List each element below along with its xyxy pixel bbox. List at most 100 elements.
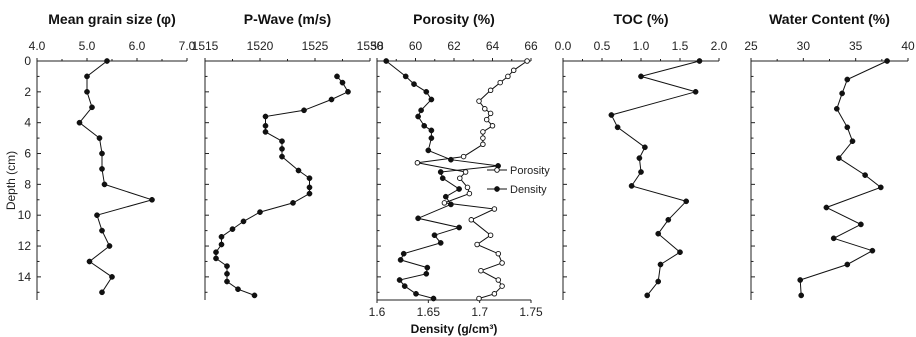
data-point [213,255,219,262]
data-point [89,104,95,111]
data-point [218,233,225,240]
panel-title: TOC (%) [614,11,669,27]
series-line [799,60,888,296]
y-tick-label: 0 [24,54,31,68]
data-point [383,58,390,64]
data-point-open [474,241,480,248]
data-point [94,212,100,219]
data-point [456,186,462,192]
data-point [99,150,105,157]
data-point [418,107,424,114]
data-point [290,200,296,206]
data-point [657,261,664,268]
series-line [78,60,154,293]
data-point-open [441,200,448,206]
data-point [696,58,703,64]
data-point [423,88,430,95]
data-point [448,156,454,163]
data-point-open [480,129,486,135]
x-tick-label: 0.0 [555,39,572,53]
data-point-open [478,267,484,274]
x-tick-label: 1.0 [633,39,650,53]
data-point [279,138,285,145]
data-point-open [495,277,502,283]
x-tick-label: 4.0 [29,39,46,53]
x2-tick-label: 1.75 [519,305,543,319]
y-tick-label: 6 [24,147,31,161]
data-point [677,249,683,256]
data-point [862,172,868,178]
data-point [836,155,842,161]
x-tick-label: 1525 [302,39,329,53]
data-point [99,289,105,296]
data-point-open [491,206,498,212]
data-point [413,290,419,297]
data-point [339,79,346,86]
x-tick-label: 1.5 [672,39,689,53]
data-point [858,221,864,228]
data-point [76,119,83,126]
x-tick-label: 1515 [192,39,219,53]
x-tick-label: 64 [486,39,500,53]
data-point [224,270,230,277]
data-point [644,292,651,299]
x-tick-label: 66 [524,39,538,53]
x2-tick-label: 1.6 [369,305,386,319]
data-point [797,277,804,283]
y-tick-label: 2 [24,85,31,99]
data-point-open [457,175,463,181]
data-point-open [476,295,482,302]
data-point [218,241,225,248]
x2-tick-label: 1.7 [471,305,488,319]
data-point-open [460,153,467,160]
data-point [849,138,856,145]
data-point [655,230,662,237]
data-point [240,218,247,225]
data-point [106,243,113,249]
data-point [149,196,155,203]
data-point [84,73,90,80]
data-point [301,107,307,114]
data-point [437,240,444,246]
data-point [608,112,615,118]
data-point [636,155,643,161]
x-tick-label: 6.0 [129,39,146,53]
series-line [417,60,528,299]
data-point [402,73,409,80]
x-tick-label: 58 [370,39,384,53]
legend-marker-density [494,186,500,192]
data-point-open [468,217,475,223]
y-tick-label: 8 [24,177,31,191]
data-point [224,263,230,269]
data-point [844,124,851,131]
data-point [428,127,435,134]
data-point [411,81,417,87]
data-point [448,201,454,208]
data-point-open [524,58,530,64]
data-point [345,88,351,95]
data-point-open [464,184,471,191]
data-point-open [487,87,494,94]
data-point [823,204,830,211]
y-tick-label: 4 [24,116,31,130]
data-point [423,270,430,277]
data-point [306,184,313,191]
data-point [442,193,449,200]
data-point-open [491,291,498,297]
data-point [224,278,230,285]
data-point [430,295,437,302]
data-point [415,113,421,120]
data-point [798,292,805,299]
data-point [833,105,840,112]
x-tick-label: 7.0 [179,39,196,53]
data-point-open [505,73,511,80]
data-point-open [487,232,494,238]
data-point-open [489,123,496,129]
data-point [638,73,644,80]
data-point [279,153,285,160]
data-point-open [480,141,486,148]
panel-title: Porosity (%) [413,11,495,27]
y-tick-label: 12 [18,239,32,253]
